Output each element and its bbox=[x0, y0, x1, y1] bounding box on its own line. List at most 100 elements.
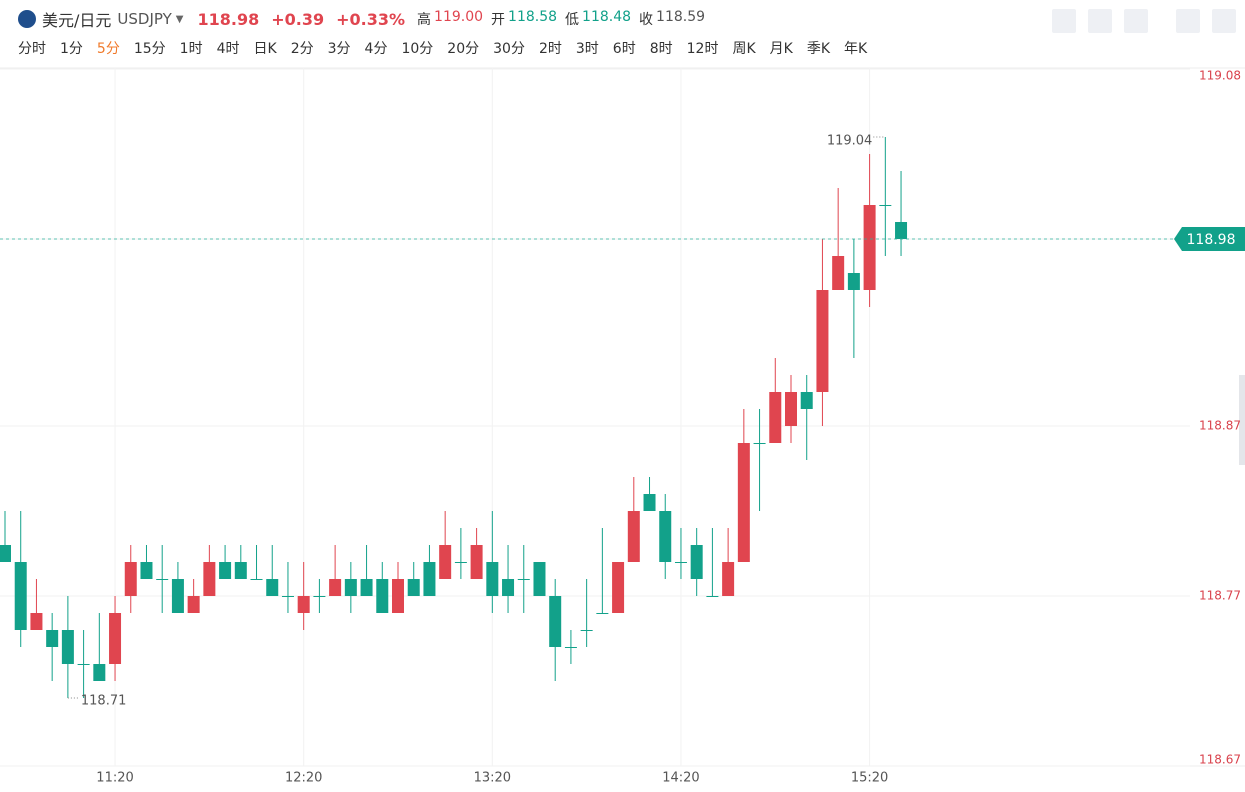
period-tab[interactable]: 3分 bbox=[327, 41, 351, 57]
indicator-button[interactable] bbox=[1052, 9, 1076, 33]
candle-body bbox=[266, 579, 279, 596]
close-button[interactable] bbox=[1212, 9, 1236, 33]
candle-body bbox=[690, 545, 703, 579]
candle-body bbox=[659, 511, 672, 562]
candle-body bbox=[785, 392, 797, 426]
period-tab[interactable]: 年K bbox=[844, 41, 868, 57]
y-tick-label: 118.77 bbox=[1199, 589, 1241, 603]
period-tab[interactable]: 10分 bbox=[401, 41, 434, 57]
candle-body bbox=[0, 545, 11, 562]
low-label: 118.71 bbox=[81, 694, 127, 709]
candle-body bbox=[344, 579, 357, 596]
candle-body bbox=[847, 273, 860, 290]
logo-icon bbox=[18, 10, 36, 28]
candle-body bbox=[517, 579, 530, 580]
period-tab[interactable]: 20分 bbox=[447, 41, 480, 57]
period-tab[interactable]: 5分 bbox=[96, 41, 120, 57]
candle-body bbox=[722, 562, 735, 596]
candle-body bbox=[454, 562, 467, 563]
candle-body bbox=[879, 205, 892, 206]
period-tab[interactable]: 3时 bbox=[575, 41, 599, 57]
period-tab[interactable]: 4时 bbox=[216, 41, 240, 57]
candle-body bbox=[612, 562, 625, 613]
stat-label: 开 bbox=[491, 12, 506, 28]
period-tab[interactable]: 2分 bbox=[290, 41, 314, 57]
candle-body bbox=[360, 579, 373, 596]
candle-body bbox=[643, 494, 656, 511]
period-tab[interactable]: 月K bbox=[769, 41, 793, 57]
candle-body bbox=[706, 596, 719, 597]
candle-body bbox=[156, 579, 169, 580]
stat-label: 低 bbox=[565, 12, 580, 28]
period-tab[interactable]: 2时 bbox=[538, 41, 562, 57]
period-tab[interactable]: 1分 bbox=[60, 41, 83, 57]
candle-body bbox=[140, 562, 153, 579]
y-tick-label: 119.08 bbox=[1199, 69, 1241, 83]
stat-value: 118.59 bbox=[656, 9, 706, 25]
candle-body bbox=[297, 596, 310, 613]
candle-body bbox=[753, 443, 766, 444]
period-tab[interactable]: 15分 bbox=[133, 41, 166, 57]
change-pct: +0.33% bbox=[336, 9, 406, 29]
candle-body bbox=[313, 596, 326, 597]
x-tick-label: 13:20 bbox=[474, 771, 511, 786]
stat-value: 118.48 bbox=[582, 9, 632, 25]
candle-body bbox=[816, 290, 829, 392]
x-tick-label: 14:20 bbox=[662, 771, 699, 786]
candle-body bbox=[376, 579, 389, 613]
collapse-button[interactable] bbox=[1176, 9, 1200, 33]
candle-body bbox=[674, 562, 687, 563]
period-tab[interactable]: 30分 bbox=[493, 41, 525, 57]
candle-body bbox=[502, 579, 515, 596]
price: 118.98 bbox=[197, 9, 260, 29]
period-tab[interactable]: 周K bbox=[732, 41, 756, 57]
candle-body bbox=[329, 579, 342, 596]
period-tab[interactable]: 8时 bbox=[649, 41, 673, 57]
period-tab[interactable]: 12时 bbox=[686, 41, 719, 57]
candle-body bbox=[77, 664, 90, 665]
candle-body bbox=[124, 562, 137, 596]
candle-body bbox=[203, 562, 216, 596]
x-tick-label: 11:20 bbox=[96, 771, 133, 786]
candle-body bbox=[533, 562, 546, 596]
candle-body bbox=[219, 562, 232, 579]
candle-body bbox=[832, 256, 845, 290]
candle-body bbox=[171, 579, 184, 613]
candle-body bbox=[30, 613, 43, 630]
symbol[interactable]: USDJPY bbox=[117, 10, 172, 28]
stat-value: 118.58 bbox=[508, 9, 558, 25]
candle-body bbox=[895, 222, 908, 239]
y-tick-label: 118.67 bbox=[1199, 753, 1241, 767]
dropdown-arrow[interactable]: ▼ bbox=[175, 13, 184, 25]
period-tab[interactable]: 4分 bbox=[364, 41, 388, 57]
last-price-label: 118.98 bbox=[1187, 232, 1236, 248]
x-tick-label: 15:20 bbox=[851, 771, 888, 786]
candle-body bbox=[250, 579, 263, 580]
candle-body bbox=[470, 545, 483, 579]
candle-body bbox=[863, 205, 876, 290]
candle-body bbox=[800, 392, 813, 409]
high-label: 119.04 bbox=[827, 134, 873, 149]
period-tab[interactable]: 6时 bbox=[612, 41, 636, 57]
candle-body bbox=[549, 596, 562, 647]
candle-body bbox=[627, 511, 640, 562]
period-tab[interactable]: 日K bbox=[253, 41, 277, 57]
period-tab[interactable]: 1时 bbox=[179, 41, 203, 57]
stat-value: 119.00 bbox=[434, 9, 484, 25]
candle-body bbox=[392, 579, 404, 613]
period-tab[interactable]: 季K bbox=[806, 41, 831, 57]
candle-type-button[interactable] bbox=[1124, 9, 1148, 33]
candle-body bbox=[281, 596, 294, 597]
period-tab[interactable]: 分时 bbox=[18, 41, 46, 57]
candle-body bbox=[423, 562, 436, 596]
last-price-tag bbox=[1174, 227, 1245, 251]
candle-body bbox=[564, 647, 577, 648]
candle-body bbox=[580, 630, 593, 631]
draw-button[interactable] bbox=[1088, 9, 1112, 33]
stat-label: 高 bbox=[417, 12, 432, 28]
header: 美元/日元 USDJPY ▼ 118.98 +0.39 +0.33% 高 119.… bbox=[0, 0, 1245, 38]
candle-body bbox=[187, 596, 200, 613]
candle-body bbox=[234, 562, 247, 579]
scroll-handle[interactable] bbox=[1239, 375, 1245, 465]
